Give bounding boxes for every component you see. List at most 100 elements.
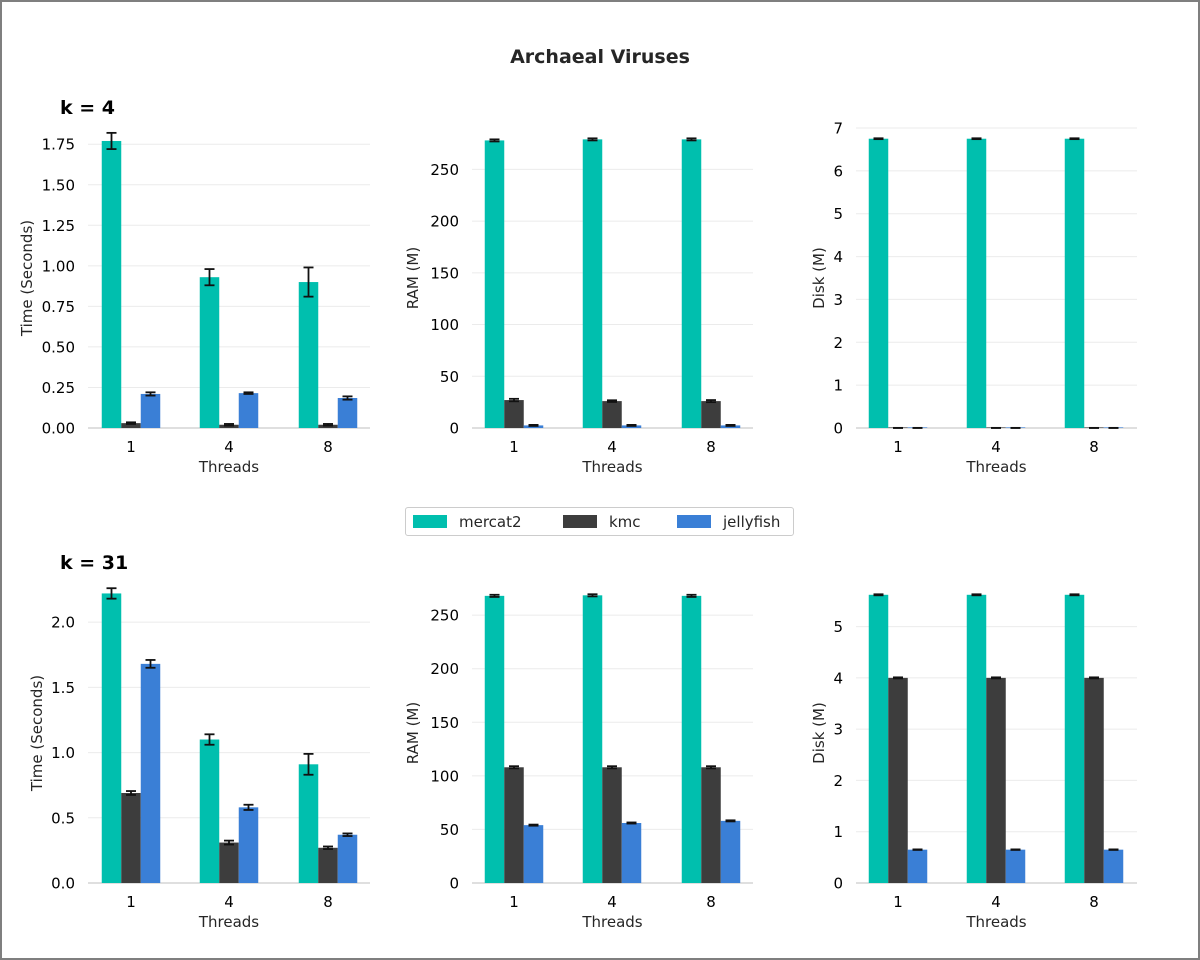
error-bar-mercat2-threads-1 <box>873 593 884 597</box>
bar-jellyfish-threads-4 <box>238 807 259 883</box>
error-bar-jellyfish-threads-8 <box>342 395 353 401</box>
y-tick-label: 0 <box>833 875 843 893</box>
x-axis-label: Threads <box>198 458 259 476</box>
error-bar-jellyfish-threads-1 <box>528 423 539 427</box>
x-tick-label: 8 <box>706 893 716 911</box>
bar-jellyfish-threads-4 <box>621 823 642 883</box>
error-bar-jellyfish-threads-4 <box>243 391 254 395</box>
x-tick-label: 4 <box>607 438 617 456</box>
y-tick-label: 6 <box>833 162 843 180</box>
error-bar-mercat2-threads-1 <box>106 131 117 150</box>
subplot-4: k = 31 0.0 0.5 1.0 1.5 2.0 1 4 8 Threads Time (Sec… <box>28 552 370 931</box>
legend-label-jellyfish: jellyfish <box>723 513 781 531</box>
y-tick-label: 150 <box>430 714 459 732</box>
y-tick-label: 1.25 <box>42 217 75 235</box>
legend: mercat2 kmc jellyfish <box>405 507 794 536</box>
legend-label-kmc: kmc <box>609 513 641 531</box>
error-bar-mercat2-threads-8 <box>686 137 697 142</box>
error-bar-mercat2-threads-1 <box>106 587 117 600</box>
bar-kmc-threads-8 <box>1084 677 1104 883</box>
x-tick-label: 4 <box>224 893 234 911</box>
error-bar-jellyfish-threads-4 <box>626 821 637 825</box>
y-axis-label: RAM (M) <box>404 702 422 764</box>
error-bar-jellyfish-threads-1 <box>145 391 156 397</box>
bar-mercat2-threads-8 <box>298 282 319 428</box>
error-bar-kmc-threads-8 <box>1089 676 1099 680</box>
x-tick-label: 4 <box>991 438 1001 456</box>
y-tick-label: 0.25 <box>42 379 75 397</box>
bar-kmc-threads-4 <box>219 842 239 883</box>
x-tick-label: 4 <box>991 893 1001 911</box>
y-axis-label: Time (Seconds) <box>28 675 46 792</box>
x-tick-label: 8 <box>323 893 333 911</box>
subplot-1: k = 4 0.00 0.25 0.50 0.75 1.00 1.25 1.50 1.75 1 4 8… <box>18 97 370 476</box>
subplot-6: 0 1 2 3 4 5 1 4 8 Threads Disk (M) <box>810 593 1137 931</box>
error-bar-jellyfish-threads-8 <box>342 832 353 837</box>
error-bar-jellyfish-threads-8 <box>725 819 736 823</box>
y-tick-label: 1.75 <box>42 136 75 154</box>
x-tick-label: 4 <box>224 438 234 456</box>
bar-jellyfish-threads-1 <box>140 393 161 428</box>
error-bar-kmc-threads-1 <box>509 397 519 403</box>
bar-jellyfish-threads-4 <box>1005 849 1026 883</box>
y-tick-label: 2 <box>833 772 843 790</box>
error-bar-kmc-threads-1 <box>893 676 903 680</box>
y-tick-label: 2 <box>833 334 843 352</box>
y-tick-label: 5 <box>833 205 843 223</box>
error-bar-kmc-threads-4 <box>607 399 617 403</box>
bar-kmc-threads-1 <box>504 767 524 883</box>
y-tick-label: 0 <box>449 420 459 438</box>
bar-mercat2-threads-1 <box>101 140 122 429</box>
subplot-5: 0 50 100 150 200 250 1 4 8 Threads RAM (M) <box>404 593 753 931</box>
x-tick-label: 8 <box>706 438 716 456</box>
bar-mercat2-threads-8 <box>1064 594 1085 883</box>
x-tick-label: 1 <box>509 893 519 911</box>
error-bar-mercat2-threads-4 <box>587 593 598 598</box>
subplot-3: 0 1 2 3 4 5 6 7 1 4 8 Threads Disk (M) <box>810 120 1137 476</box>
legend-swatch-kmc <box>563 515 597 528</box>
y-tick-label: 0.50 <box>42 338 75 356</box>
error-bar-jellyfish-threads-8 <box>725 423 736 427</box>
error-bar-mercat2-threads-1 <box>489 138 500 143</box>
error-bar-jellyfish-threads-1 <box>528 823 539 827</box>
x-tick-label: 1 <box>509 438 519 456</box>
error-bar-kmc-threads-1 <box>126 421 136 425</box>
y-tick-label: 150 <box>430 264 459 282</box>
bar-jellyfish-threads-1 <box>523 825 544 883</box>
y-tick-label: 0 <box>833 420 843 438</box>
bar-mercat2-threads-4 <box>199 277 220 428</box>
bar-jellyfish-threads-8 <box>337 398 358 428</box>
x-tick-label: 1 <box>126 893 136 911</box>
y-tick-label: 4 <box>833 248 843 266</box>
error-bar-kmc-threads-4 <box>607 765 617 770</box>
bar-mercat2-threads-8 <box>298 764 319 883</box>
x-tick-label: 8 <box>1089 893 1099 911</box>
row-label: k = 31 <box>60 552 128 574</box>
error-bar-mercat2-threads-4 <box>587 137 598 142</box>
y-tick-label: 0.0 <box>51 875 75 893</box>
error-bar-kmc-threads-8 <box>323 845 333 850</box>
bar-mercat2-threads-8 <box>681 595 702 883</box>
y-tick-label: 1.00 <box>42 257 75 275</box>
y-tick-label: 50 <box>440 821 459 839</box>
error-bar-kmc-threads-8 <box>323 423 333 427</box>
bar-kmc-threads-8 <box>318 847 338 883</box>
y-tick-label: 100 <box>430 767 459 785</box>
bar-jellyfish-threads-8 <box>1103 849 1124 883</box>
bar-mercat2-threads-4 <box>582 139 603 428</box>
legend-item-mercat2: mercat2 <box>413 508 533 535</box>
x-axis-label: Threads <box>581 458 642 476</box>
row-label: k = 4 <box>60 97 115 119</box>
y-tick-label: 1 <box>833 823 843 841</box>
error-bar-mercat2-threads-4 <box>971 137 982 141</box>
chart-title: Archaeal Viruses <box>510 46 690 68</box>
error-bar-jellyfish-threads-1 <box>912 848 923 851</box>
y-tick-label: 50 <box>440 368 459 386</box>
x-tick-label: 1 <box>893 438 903 456</box>
legend-item-jellyfish: jellyfish <box>677 508 787 535</box>
error-bar-mercat2-threads-4 <box>204 733 215 746</box>
y-tick-label: 3 <box>833 291 843 309</box>
bar-kmc-threads-4 <box>986 677 1006 883</box>
error-bar-jellyfish-threads-4 <box>243 803 254 811</box>
